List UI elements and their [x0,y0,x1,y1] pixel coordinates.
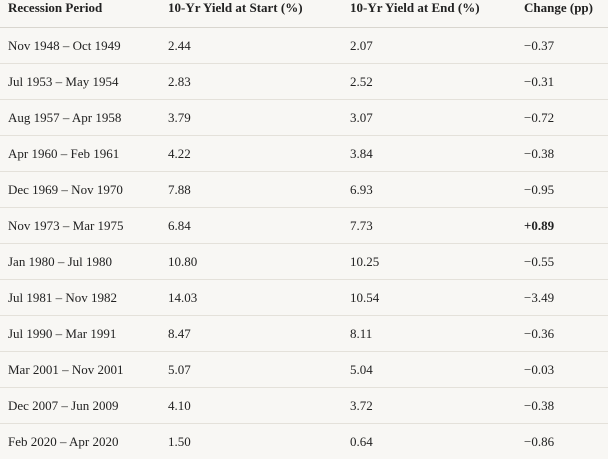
table-cell: Aug 1957 – Apr 1958 [0,100,160,136]
table-cell: Jul 1953 – May 1954 [0,64,160,100]
column-header: 10-Yr Yield at End (%) [342,0,516,28]
table-cell: 8.47 [160,316,342,352]
table-cell: −0.72 [516,100,608,136]
table-cell: −0.03 [516,352,608,388]
table-cell: 7.73 [342,208,516,244]
table-cell: −3.49 [516,280,608,316]
table-cell: Feb 2020 – Apr 2020 [0,424,160,459]
table-cell: 4.22 [160,136,342,172]
table-cell: 6.84 [160,208,342,244]
table-cell: −0.36 [516,316,608,352]
table-cell: −0.95 [516,172,608,208]
table-cell: Dec 2007 – Jun 2009 [0,388,160,424]
table-cell: 2.52 [342,64,516,100]
column-header: Recession Period [0,0,160,28]
table-cell: −0.86 [516,424,608,459]
table-cell: 10.54 [342,280,516,316]
table-cell: 5.04 [342,352,516,388]
table-cell: −0.38 [516,388,608,424]
table-cell: −0.31 [516,64,608,100]
table-cell: −0.37 [516,28,608,64]
table-cell: Mar 2001 – Nov 2001 [0,352,160,388]
table-cell: Jul 1981 – Nov 1982 [0,280,160,316]
table-cell: Dec 1969 – Nov 1970 [0,172,160,208]
table-cell: Jul 1990 – Mar 1991 [0,316,160,352]
table-cell: 1.50 [160,424,342,459]
table-cell: 10.80 [160,244,342,280]
table-cell: Jan 1980 – Jul 1980 [0,244,160,280]
table-cell: Nov 1948 – Oct 1949 [0,28,160,64]
table-cell: 8.11 [342,316,516,352]
table-cell: 4.10 [160,388,342,424]
table-cell: 2.44 [160,28,342,64]
table-cell: +0.89 [516,208,608,244]
table-cell: 2.07 [342,28,516,64]
table-cell: 14.03 [160,280,342,316]
table-cell: 6.93 [342,172,516,208]
table-cell: Nov 1973 – Mar 1975 [0,208,160,244]
table-cell: 5.07 [160,352,342,388]
table-cell: 10.25 [342,244,516,280]
table-cell: 3.72 [342,388,516,424]
table-cell: −0.55 [516,244,608,280]
table-cell: 7.88 [160,172,342,208]
table-cell: −0.38 [516,136,608,172]
table-cell: 3.79 [160,100,342,136]
table-cell: 3.07 [342,100,516,136]
table-cell: 2.83 [160,64,342,100]
table-cell: 0.64 [342,424,516,459]
column-header: 10-Yr Yield at Start (%) [160,0,342,28]
table-cell: Apr 1960 – Feb 1961 [0,136,160,172]
column-header: Change (pp) [516,0,608,28]
table-cell: 3.84 [342,136,516,172]
